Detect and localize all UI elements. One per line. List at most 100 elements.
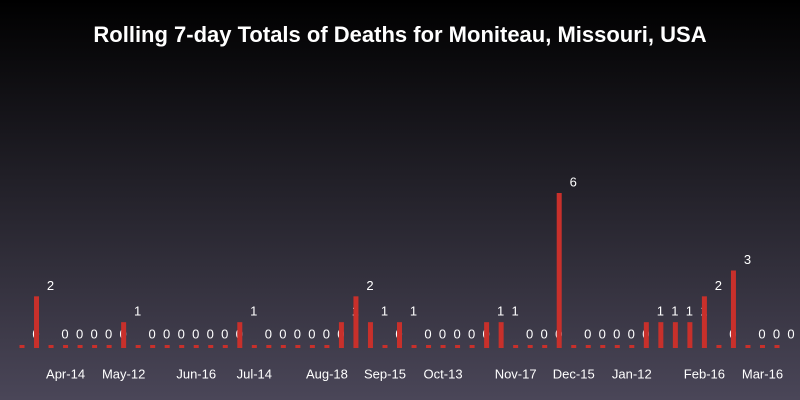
x-tick-label: Feb-16 (684, 366, 725, 381)
bar (643, 322, 649, 348)
bar (295, 345, 301, 348)
x-tick-label: Jul-14 (237, 366, 272, 381)
x-tick-label: Aug-18 (306, 366, 348, 381)
value-label: 1 (657, 304, 664, 319)
bar (179, 345, 185, 348)
bar (222, 345, 228, 348)
value-label: 0 (294, 326, 301, 341)
bar (237, 322, 243, 348)
value-label: 6 (570, 174, 577, 189)
chart-title: Rolling 7-day Totals of Deaths for Monit… (93, 22, 706, 47)
value-label: 0 (265, 326, 272, 341)
x-tick-label: Jun-16 (176, 366, 216, 381)
bar (367, 322, 373, 348)
bar (571, 345, 577, 348)
value-label: 0 (105, 326, 112, 341)
bar (513, 345, 519, 348)
bar (498, 322, 504, 348)
bar (585, 345, 591, 348)
bar (629, 345, 635, 348)
x-tick-label: Nov-17 (495, 366, 537, 381)
value-label: 0 (149, 326, 156, 341)
bar (280, 345, 286, 348)
bar (135, 345, 141, 348)
bar (34, 296, 40, 348)
bar (309, 345, 315, 348)
value-label: 0 (628, 326, 635, 341)
value-label: 0 (221, 326, 228, 341)
bar (164, 345, 170, 348)
value-label: 0 (76, 326, 83, 341)
value-label: 0 (439, 326, 446, 341)
bar (426, 345, 432, 348)
bar (484, 322, 490, 348)
x-tick-label: Sep-15 (364, 366, 406, 381)
bar (527, 345, 533, 348)
bar (455, 345, 461, 348)
bar (469, 345, 475, 348)
bar (382, 345, 388, 348)
value-label: 0 (787, 326, 794, 341)
bar (150, 345, 156, 348)
value-label: 0 (584, 326, 591, 341)
value-label: 0 (424, 326, 431, 341)
bar (730, 270, 736, 348)
value-label: 0 (541, 326, 548, 341)
value-label: 0 (192, 326, 199, 341)
bar (687, 322, 693, 348)
bar (759, 345, 765, 348)
bar (63, 345, 69, 348)
bar (774, 345, 780, 348)
bar (745, 345, 751, 348)
value-label: 0 (207, 326, 214, 341)
bar (411, 345, 417, 348)
value-label: 0 (279, 326, 286, 341)
value-label: 0 (526, 326, 533, 341)
value-label: 1 (381, 304, 388, 319)
bar (542, 345, 548, 348)
bar (266, 345, 272, 348)
value-label: 1 (410, 304, 417, 319)
bar (556, 193, 562, 348)
value-label: 1 (497, 304, 504, 319)
value-label: 0 (453, 326, 460, 341)
value-label: 0 (61, 326, 68, 341)
bar (397, 322, 402, 348)
x-tick-label: Apr-14 (46, 366, 85, 381)
bar (672, 322, 678, 348)
bar (338, 322, 344, 348)
value-label: 2 (47, 278, 54, 293)
value-label: 0 (773, 326, 780, 341)
bar (251, 345, 257, 348)
bar (121, 322, 127, 348)
value-label: 0 (599, 326, 606, 341)
value-label: 0 (323, 326, 330, 341)
bar (92, 345, 98, 348)
value-label: 1 (250, 304, 257, 319)
value-label: 0 (178, 326, 185, 341)
value-label: 2 (715, 278, 722, 293)
bar (324, 345, 330, 348)
value-label: 0 (468, 326, 475, 341)
bar (48, 345, 54, 348)
value-label: 2 (366, 278, 373, 293)
bar (716, 345, 722, 348)
bar (77, 345, 83, 348)
bar (600, 345, 606, 348)
value-label: 1 (512, 304, 519, 319)
bar (614, 345, 620, 348)
bar (106, 345, 112, 348)
value-label: 0 (163, 326, 170, 341)
value-label: 0 (308, 326, 315, 341)
value-label: 1 (134, 304, 141, 319)
bar (701, 296, 707, 348)
x-tick-label: Dec-15 (553, 366, 595, 381)
bar (658, 322, 664, 348)
bar (208, 345, 214, 348)
value-label: 0 (90, 326, 97, 341)
x-tick-label: May-12 (102, 366, 145, 381)
value-label: 1 (671, 304, 678, 319)
x-tick-label: Oct-13 (424, 366, 463, 381)
value-label: 1 (686, 304, 693, 319)
